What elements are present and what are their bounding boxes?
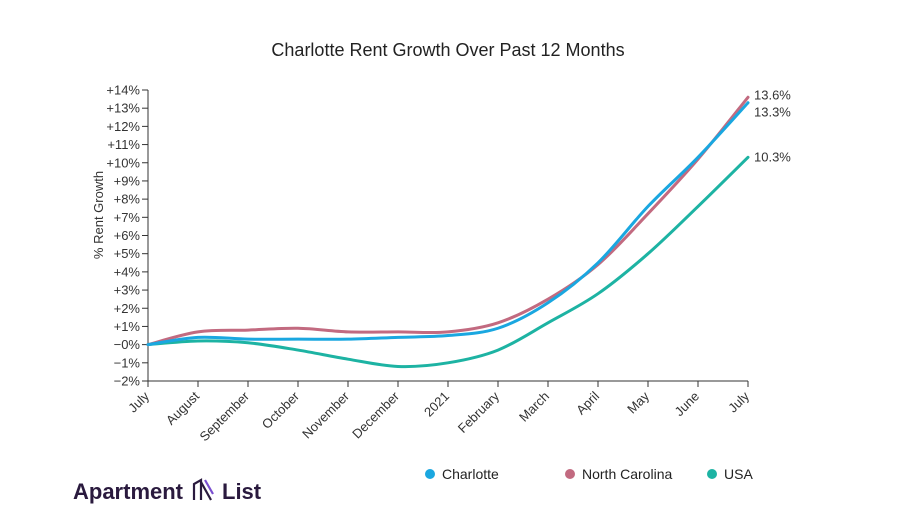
y-tick-label: +10%	[106, 155, 140, 170]
x-tick-label: May	[624, 388, 652, 416]
x-tick-label: July	[725, 388, 752, 415]
legend-marker-north-carolina	[565, 469, 575, 479]
legend-label-charlotte: Charlotte	[442, 466, 499, 482]
y-tick-label: +7%	[114, 210, 141, 225]
logo-text-left: Apartment	[73, 479, 184, 504]
y-tick-label: +9%	[114, 173, 141, 188]
legend-label-north-carolina: North Carolina	[582, 466, 672, 482]
end-labels: 13.3% 13.6% 10.3%	[754, 87, 791, 164]
series-line-charlotte	[146, 101, 750, 347]
legend-label-usa: USA	[724, 466, 753, 482]
y-tick-label: +8%	[114, 192, 141, 207]
y-tick-label: +11%	[107, 137, 140, 152]
logo-text-right: List	[222, 479, 262, 504]
x-tick-label: September	[197, 388, 253, 444]
x-tick-label: October	[259, 388, 303, 432]
legend: Charlotte North Carolina USA	[425, 466, 753, 482]
x-tick-label: June	[672, 389, 703, 420]
apartment-list-logo-icon	[192, 478, 214, 501]
end-label-charlotte: 13.3%	[754, 105, 791, 120]
y-tick-label: +6%	[114, 228, 141, 243]
y-axis-label: % Rent Growth	[91, 171, 106, 259]
x-tick-label: 2021	[421, 389, 452, 420]
series-line-usa	[146, 155, 750, 369]
series-line-north-carolina	[146, 95, 750, 347]
y-tick-label: +12%	[106, 119, 140, 134]
y-tick-label: −0%	[114, 337, 141, 352]
y-axis: −2% −1% −0% +1% +2% +3% +4% +5% +6% +7% +8% +9% +10%…	[106, 83, 149, 389]
x-tick-label: April	[573, 388, 602, 417]
y-tick-label: +14%	[106, 83, 140, 98]
series-lines	[146, 95, 750, 369]
x-tick-label: December	[349, 388, 402, 441]
y-tick-label: +5%	[114, 246, 141, 261]
legend-marker-usa	[707, 469, 717, 479]
y-tick-label: −1%	[114, 355, 141, 370]
y-tick-label: +1%	[114, 319, 141, 334]
x-tick-label: July	[125, 388, 152, 415]
chart-title: Charlotte Rent Growth Over Past 12 Month…	[271, 40, 624, 60]
x-tick-label: March	[516, 389, 552, 425]
end-label-north-carolina: 13.6%	[754, 87, 791, 102]
x-tick-label: November	[299, 388, 352, 441]
y-tick-label: +3%	[114, 283, 141, 298]
x-tick-label: February	[455, 388, 503, 436]
y-tick-label: +4%	[114, 264, 141, 279]
y-tick-label: −2%	[114, 374, 141, 389]
apartment-list-logo: Apartment List	[73, 478, 262, 504]
y-tick-label: +13%	[106, 101, 140, 116]
end-label-usa: 10.3%	[754, 149, 791, 164]
legend-marker-charlotte	[425, 469, 435, 479]
y-tick-label: +2%	[114, 301, 141, 316]
x-tick-label: August	[163, 388, 202, 427]
